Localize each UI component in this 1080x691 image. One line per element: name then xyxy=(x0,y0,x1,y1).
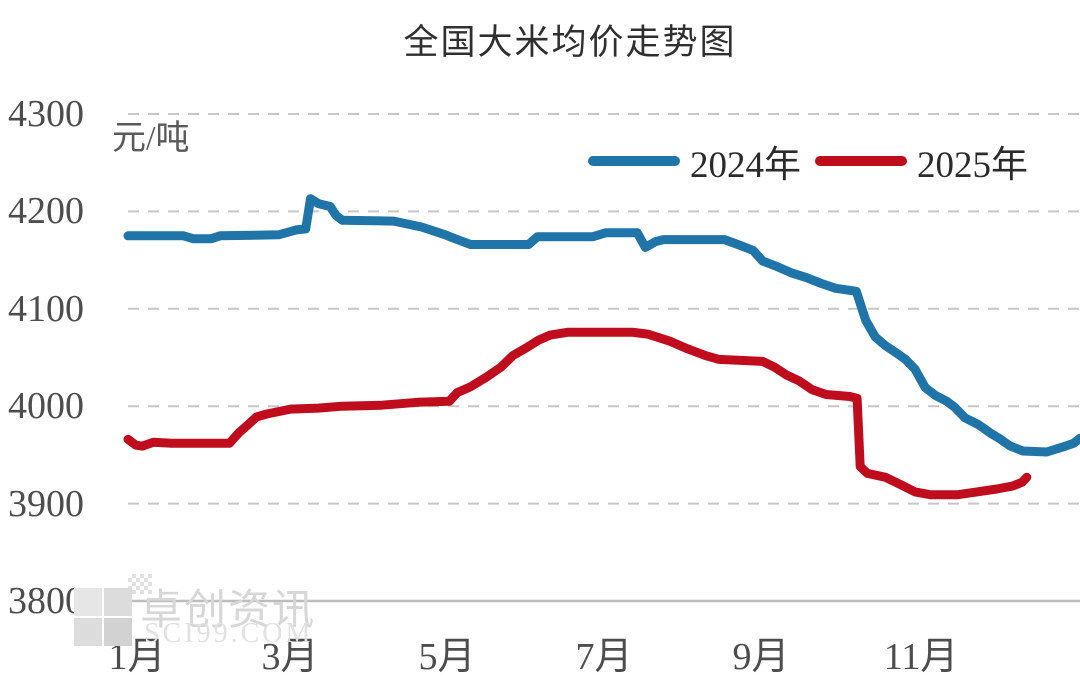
y-tick-label: 3800 xyxy=(8,580,84,622)
y-tick-label: 4100 xyxy=(8,288,84,330)
y-tick-label: 4300 xyxy=(8,93,84,135)
x-tick-label: 3月 xyxy=(261,636,319,678)
legend-swatch-2025 xyxy=(815,156,907,166)
series-line-2025年 xyxy=(123,327,1032,500)
x-tick-label: 9月 xyxy=(732,636,790,678)
watermark-site-text: SCI99.COM xyxy=(144,618,314,649)
watermark-logo-icon xyxy=(74,588,132,646)
series-line-2024年 xyxy=(123,194,1080,457)
watermark: 卓创资讯 SCI99.COM xyxy=(74,574,334,654)
legend-label-2025: 2025年 xyxy=(917,145,1028,186)
legend-swatch-2024 xyxy=(588,156,680,166)
legend: 2024年 2025年 xyxy=(588,141,1028,186)
x-tick-label: 11月 xyxy=(883,636,959,678)
x-tick-label: 5月 xyxy=(418,636,476,678)
watermark-dither-pattern xyxy=(128,574,152,594)
y-tick-label: 3900 xyxy=(8,483,84,525)
y-tick-label: 4000 xyxy=(8,385,84,427)
chart-title: 全国大米均价走势图 xyxy=(403,23,737,62)
legend-item-2024: 2024年 xyxy=(588,134,801,188)
x-tick-label: 7月 xyxy=(575,636,633,678)
legend-item-2025: 2025年 xyxy=(815,134,1028,188)
legend-label-2024: 2024年 xyxy=(690,145,801,186)
y-tick-label: 4200 xyxy=(8,190,84,232)
watermark-brand-text: 卓创资讯 xyxy=(140,586,317,633)
y-axis-unit-label: 元/吨 xyxy=(112,120,190,157)
